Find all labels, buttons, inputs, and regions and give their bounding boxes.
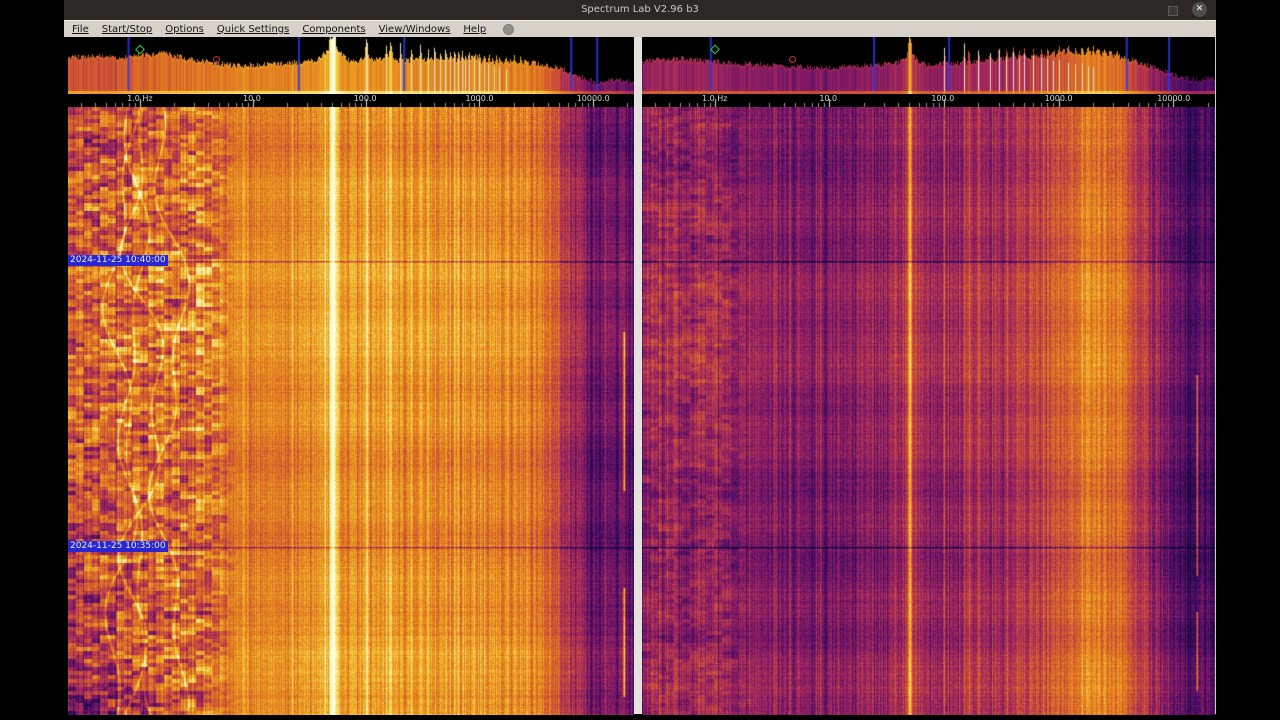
titlebar[interactable]: Spectrum Lab V2.96 b3 ✕: [64, 0, 1216, 20]
frequency-axis-label: 1.0 Hz: [127, 94, 153, 103]
waterfall-canvas-left[interactable]: [68, 107, 634, 715]
frequency-axis-label: 10000.0: [576, 94, 610, 103]
maximize-button[interactable]: [1168, 6, 1178, 16]
axis-ticks-canvas-right: [642, 94, 1215, 107]
spectrum-canvas-left[interactable]: [68, 37, 634, 94]
waterfall-left: 2024-11-25 10:40:00 2024-11-25 10:35:00: [68, 107, 634, 715]
spectrum-display-left: [68, 37, 634, 94]
frequency-axis-label: 10000.0: [1157, 94, 1191, 103]
menu-components[interactable]: Components: [302, 23, 366, 35]
frequency-axis-label: 100.0: [931, 94, 955, 103]
waterfall-right: [642, 107, 1215, 715]
frequency-axis-label: 10.0: [819, 94, 838, 103]
frequency-axis-label: 1000.0: [1044, 94, 1073, 103]
menu-quick-settings[interactable]: Quick Settings: [216, 23, 290, 35]
content: 1.0 Hz 10.0 100.0 1000.0 10000.0 2024-11…: [64, 37, 1216, 720]
timestamp-label: 2024-11-25 10:40:00: [68, 254, 168, 266]
timestamp-label: 2024-11-25 10:35:00: [68, 541, 168, 553]
menubar: File Start/Stop Options Quick Settings C…: [64, 20, 1216, 37]
frequency-axis-label: 1.0 Hz: [702, 94, 728, 103]
spectrogram-panel-right: 1.0 Hz 10.0 100.0 1000.0 10000.0: [642, 37, 1215, 715]
menu-start-stop[interactable]: Start/Stop: [101, 23, 153, 35]
frequency-axis-left[interactable]: 1.0 Hz 10.0 100.0 1000.0 10000.0: [68, 94, 634, 107]
window-right-border: [1215, 37, 1216, 714]
record-status-icon[interactable]: [503, 23, 515, 35]
frequency-axis-label: 1000.0: [465, 94, 494, 103]
spectrum-lab-window: Spectrum Lab V2.96 b3 ✕ File Start/Stop …: [64, 0, 1216, 720]
frequency-axis-right[interactable]: 1.0 Hz 10.0 100.0 1000.0 10000.0: [642, 94, 1215, 107]
window-title: Spectrum Lab V2.96 b3: [581, 4, 699, 15]
menu-file[interactable]: File: [72, 23, 89, 35]
waterfall-canvas-right[interactable]: [642, 107, 1215, 715]
spectrum-display-right: [642, 37, 1215, 94]
close-icon: ✕: [1195, 4, 1204, 14]
spectrogram-panel-left: 1.0 Hz 10.0 100.0 1000.0 10000.0 2024-11…: [68, 37, 634, 715]
marker-circle-icon: [788, 56, 796, 63]
marker-circle-icon: [212, 56, 220, 63]
panel-divider[interactable]: [634, 37, 642, 714]
menu-help[interactable]: Help: [463, 23, 487, 35]
axis-ticks-canvas-left: [68, 94, 634, 107]
spectrum-canvas-right[interactable]: [642, 37, 1215, 94]
frequency-axis-label: 100.0: [353, 94, 377, 103]
menu-options[interactable]: Options: [165, 23, 204, 35]
close-button[interactable]: ✕: [1192, 2, 1207, 17]
frequency-axis-label: 10.0: [243, 94, 261, 103]
menu-view-windows[interactable]: View/Windows: [378, 23, 451, 35]
